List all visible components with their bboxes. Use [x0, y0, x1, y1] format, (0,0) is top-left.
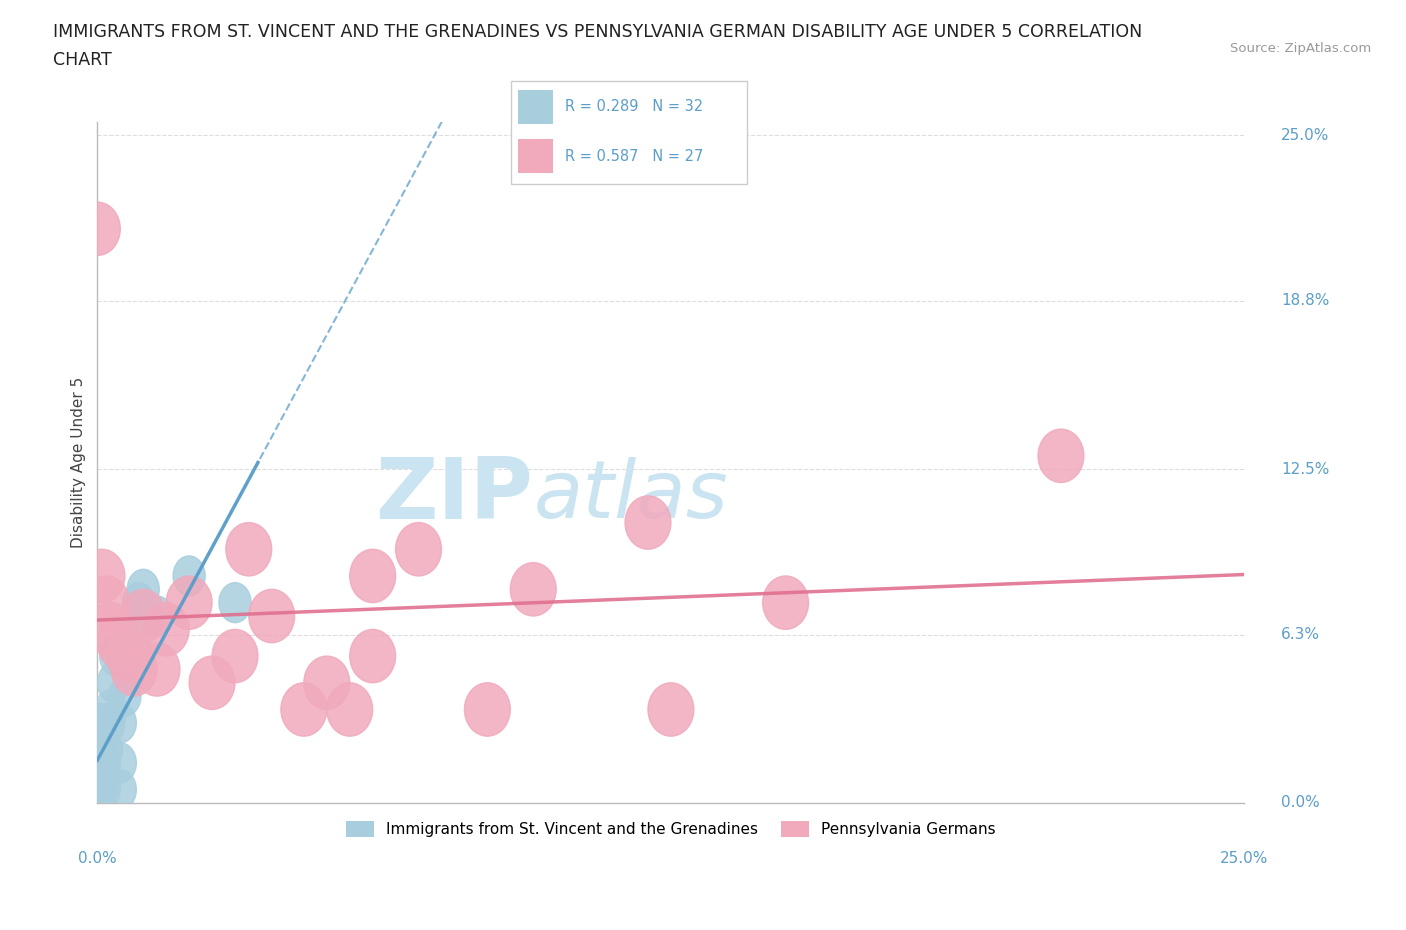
Ellipse shape	[190, 656, 235, 710]
Ellipse shape	[111, 643, 157, 697]
Ellipse shape	[114, 649, 146, 689]
Text: Source: ZipAtlas.com: Source: ZipAtlas.com	[1230, 42, 1371, 55]
Text: R = 0.289   N = 32: R = 0.289 N = 32	[565, 100, 703, 114]
Ellipse shape	[82, 783, 114, 823]
Text: 18.8%: 18.8%	[1281, 293, 1330, 309]
Ellipse shape	[79, 550, 125, 603]
Ellipse shape	[97, 663, 129, 703]
Ellipse shape	[82, 783, 114, 823]
Ellipse shape	[82, 729, 114, 769]
Ellipse shape	[226, 523, 271, 576]
Ellipse shape	[93, 703, 125, 743]
Ellipse shape	[83, 743, 115, 783]
Ellipse shape	[104, 769, 136, 810]
Text: CHART: CHART	[53, 51, 112, 69]
Ellipse shape	[107, 630, 152, 683]
Ellipse shape	[90, 729, 122, 769]
Ellipse shape	[82, 783, 114, 823]
Ellipse shape	[100, 636, 132, 676]
Ellipse shape	[121, 590, 166, 643]
Ellipse shape	[118, 609, 150, 649]
Ellipse shape	[82, 716, 114, 756]
Ellipse shape	[97, 616, 143, 670]
Ellipse shape	[304, 656, 350, 710]
Ellipse shape	[89, 603, 134, 656]
Ellipse shape	[626, 496, 671, 550]
Ellipse shape	[648, 683, 695, 737]
Ellipse shape	[82, 703, 114, 743]
Ellipse shape	[82, 756, 114, 796]
Ellipse shape	[134, 643, 180, 697]
Ellipse shape	[143, 603, 190, 656]
Ellipse shape	[1038, 429, 1084, 483]
Ellipse shape	[166, 576, 212, 630]
Y-axis label: Disability Age Under 5: Disability Age Under 5	[72, 377, 86, 548]
Text: ZIP: ZIP	[375, 455, 533, 538]
FancyBboxPatch shape	[512, 81, 748, 184]
Ellipse shape	[212, 630, 257, 683]
Ellipse shape	[89, 769, 121, 810]
Text: 12.5%: 12.5%	[1281, 461, 1330, 477]
Text: 6.3%: 6.3%	[1281, 627, 1320, 643]
Ellipse shape	[173, 556, 205, 596]
Ellipse shape	[326, 683, 373, 737]
Text: R = 0.587   N = 27: R = 0.587 N = 27	[565, 149, 703, 164]
Ellipse shape	[122, 582, 155, 623]
Ellipse shape	[350, 550, 395, 603]
FancyBboxPatch shape	[519, 90, 553, 124]
Ellipse shape	[108, 676, 141, 716]
Ellipse shape	[82, 743, 114, 783]
Ellipse shape	[464, 683, 510, 737]
Ellipse shape	[104, 703, 136, 743]
Ellipse shape	[510, 563, 557, 616]
Ellipse shape	[83, 576, 129, 630]
Text: atlas: atlas	[533, 457, 728, 535]
Ellipse shape	[89, 743, 121, 783]
Text: 0.0%: 0.0%	[77, 851, 117, 866]
Text: 0.0%: 0.0%	[1281, 795, 1320, 810]
Ellipse shape	[82, 769, 114, 810]
Text: 25.0%: 25.0%	[1281, 127, 1330, 143]
Ellipse shape	[762, 576, 808, 630]
Text: IMMIGRANTS FROM ST. VINCENT AND THE GRENADINES VS PENNSYLVANIA GERMAN DISABILITY: IMMIGRANTS FROM ST. VINCENT AND THE GREN…	[53, 23, 1143, 41]
Ellipse shape	[141, 596, 173, 636]
Ellipse shape	[127, 569, 159, 609]
Ellipse shape	[219, 582, 252, 623]
Ellipse shape	[350, 630, 395, 683]
Ellipse shape	[83, 769, 115, 810]
Ellipse shape	[96, 689, 127, 729]
FancyBboxPatch shape	[519, 139, 553, 173]
Ellipse shape	[86, 756, 118, 796]
Ellipse shape	[395, 523, 441, 576]
Ellipse shape	[281, 683, 326, 737]
Ellipse shape	[249, 590, 295, 643]
Ellipse shape	[86, 716, 118, 756]
Ellipse shape	[82, 783, 114, 823]
Ellipse shape	[104, 743, 136, 783]
Legend: Immigrants from St. Vincent and the Grenadines, Pennsylvania Germans: Immigrants from St. Vincent and the Gren…	[340, 815, 1001, 843]
Ellipse shape	[75, 202, 121, 256]
Text: 25.0%: 25.0%	[1220, 851, 1268, 866]
